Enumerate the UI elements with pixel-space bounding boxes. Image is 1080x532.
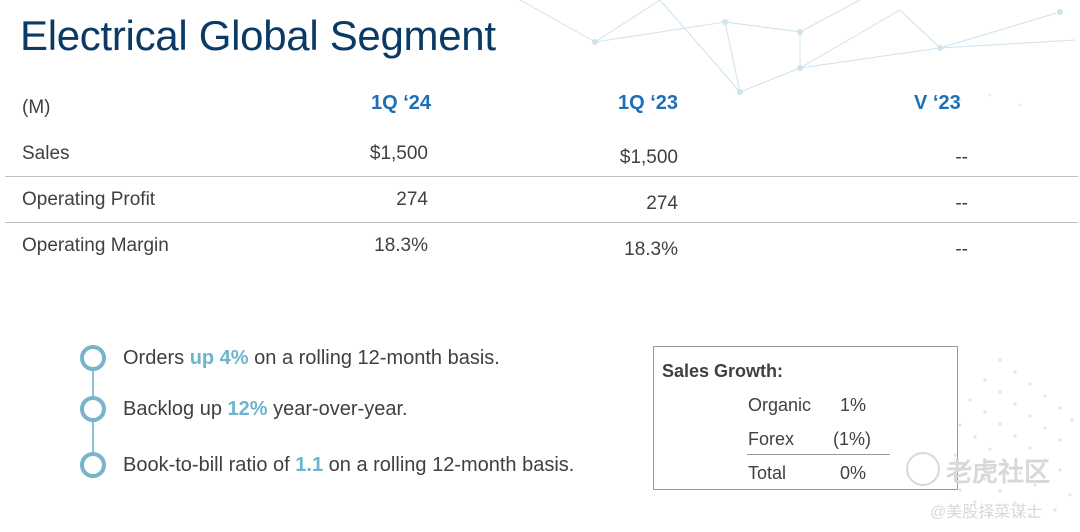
column-header-v23: V ‘23 bbox=[914, 92, 961, 114]
total-label: Total bbox=[748, 463, 787, 483]
row-label-sales: Sales bbox=[22, 143, 70, 164]
bullet-text: on a rolling 12-month basis. bbox=[323, 454, 575, 476]
bullet-text: Orders bbox=[123, 347, 190, 369]
row-divider bbox=[5, 222, 1078, 223]
row-label-operating-profit: Operating Profit bbox=[22, 189, 156, 210]
bullet-circle-icon bbox=[80, 345, 106, 371]
bullet-highlight: 1.1 bbox=[295, 454, 324, 476]
page-title: Electrical Global Segment bbox=[20, 12, 496, 59]
bullet-text: Backlog up bbox=[123, 398, 228, 420]
column-header-1q24: 1Q ‘24 bbox=[371, 92, 432, 114]
bullet-orders: Orders up 4% on a rolling 12-month basis… bbox=[123, 347, 500, 370]
sales-v23: -- bbox=[955, 147, 968, 168]
bullet-book-to-bill: Book-to-bill ratio of 1.1 on a rolling 1… bbox=[123, 454, 574, 477]
watermark-brand: 老虎社区 bbox=[946, 457, 1051, 487]
bullet-text: on a rolling 12-month basis. bbox=[248, 347, 500, 369]
operating-profit-1q24: 274 bbox=[396, 189, 428, 210]
operating-profit-1q23: 274 bbox=[646, 193, 678, 214]
network-decoration bbox=[519, 0, 1076, 107]
bullet-text: Book-to-bill ratio of bbox=[123, 454, 296, 476]
sales-1q23: $1,500 bbox=[619, 147, 678, 168]
bullet-highlight: up 4% bbox=[189, 347, 249, 369]
organic-label: Organic bbox=[748, 395, 812, 415]
forex-value: (1%) bbox=[833, 429, 872, 449]
row-label-operating-margin: Operating Margin bbox=[22, 235, 169, 256]
row-divider bbox=[5, 176, 1078, 177]
total-divider bbox=[747, 454, 890, 455]
operating-margin-1q24: 18.3% bbox=[374, 235, 428, 256]
organic-value: 1% bbox=[840, 395, 867, 415]
bullet-highlight: 12% bbox=[227, 398, 268, 420]
column-header-1q23: 1Q ‘23 bbox=[618, 92, 679, 114]
operating-profit-v23: -- bbox=[955, 193, 968, 214]
sales-growth-box: Sales Growth: Organic 1% Forex (1%) Tota… bbox=[653, 346, 958, 490]
bullet-text: year-over-year. bbox=[267, 398, 408, 420]
watermark-handle: @美股择菜谋士 bbox=[930, 504, 1043, 521]
watermark-logo-icon bbox=[906, 452, 940, 486]
unit-label: (M) bbox=[22, 97, 51, 118]
operating-margin-v23: -- bbox=[955, 239, 968, 260]
operating-margin-1q23: 18.3% bbox=[624, 239, 678, 260]
bullet-circle-icon bbox=[80, 396, 106, 422]
sales-growth-title: Sales Growth: bbox=[662, 361, 784, 381]
bullet-backlog: Backlog up 12% year-over-year. bbox=[123, 398, 408, 421]
sales-1q24: $1,500 bbox=[369, 143, 428, 164]
bullet-circle-icon bbox=[80, 452, 106, 478]
forex-label: Forex bbox=[748, 429, 795, 449]
total-value: 0% bbox=[840, 463, 867, 483]
